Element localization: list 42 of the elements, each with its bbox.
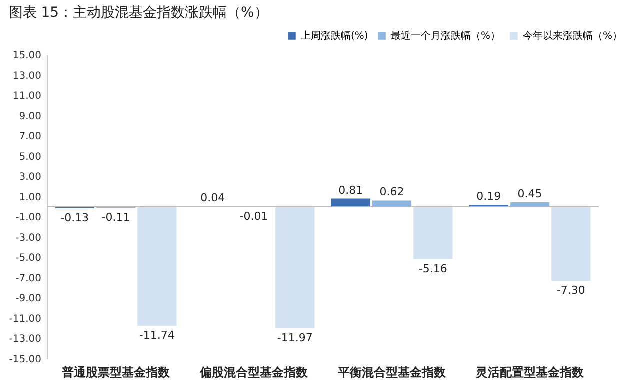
y-tick-label: 3.00 — [19, 172, 42, 184]
y-tick-label: -3.00 — [16, 232, 42, 244]
legend-label: 上周涨跌幅(%) — [301, 30, 368, 42]
data-label: -7.30 — [556, 284, 586, 297]
data-label: -0.11 — [102, 211, 130, 224]
y-tick-label: -15.00 — [9, 354, 42, 366]
y-tick-label: 13.00 — [12, 70, 42, 82]
x-tick-label: 偏股混合型基金指数 — [199, 366, 309, 380]
data-label: -0.13 — [60, 211, 90, 224]
y-tick-label: 1.00 — [19, 192, 42, 204]
data-label: -11.97 — [277, 331, 313, 344]
x-tick-label: 普通股票型基金指数 — [61, 366, 171, 380]
data-label: -11.74 — [139, 328, 175, 342]
y-tick-label: 5.00 — [19, 152, 42, 163]
y-tick-label: 15.00 — [12, 50, 42, 62]
data-label: 0.19 — [476, 190, 502, 204]
data-label: 0.04 — [200, 192, 226, 205]
data-label: 0.45 — [518, 187, 542, 200]
y-tick-label: -11.00 — [9, 314, 42, 325]
y-tick-label: -1.00 — [16, 212, 42, 224]
bar — [414, 207, 453, 260]
data-label: -5.16 — [418, 262, 448, 276]
legend-label: 今年以来涨跌幅（%） — [523, 30, 623, 42]
legend-label: 最近一个月涨跌幅（%） — [391, 30, 501, 42]
x-tick-label: 平衡混合型基金指数 — [337, 366, 447, 380]
bar — [552, 207, 591, 281]
bar — [372, 200, 412, 207]
data-label: -0.01 — [240, 210, 268, 224]
chart-title: 图表 15：主动股混基金指数涨跌幅（%） — [8, 5, 268, 21]
x-tick-label: 灵活配置型基金指数 — [476, 366, 585, 380]
y-tick-label: -13.00 — [9, 334, 42, 346]
y-tick-label: -5.00 — [16, 253, 42, 264]
y-tick-label: 11.00 — [12, 91, 42, 102]
data-label: 0.81 — [338, 184, 364, 197]
bar — [331, 198, 370, 207]
data-label: 0.62 — [380, 186, 404, 199]
y-tick-label: 9.00 — [19, 111, 42, 122]
y-tick-label: 7.00 — [19, 132, 42, 143]
bar — [276, 207, 315, 328]
y-tick-label: -9.00 — [16, 294, 42, 305]
bar — [138, 207, 177, 326]
y-tick-label: -7.00 — [16, 273, 42, 284]
